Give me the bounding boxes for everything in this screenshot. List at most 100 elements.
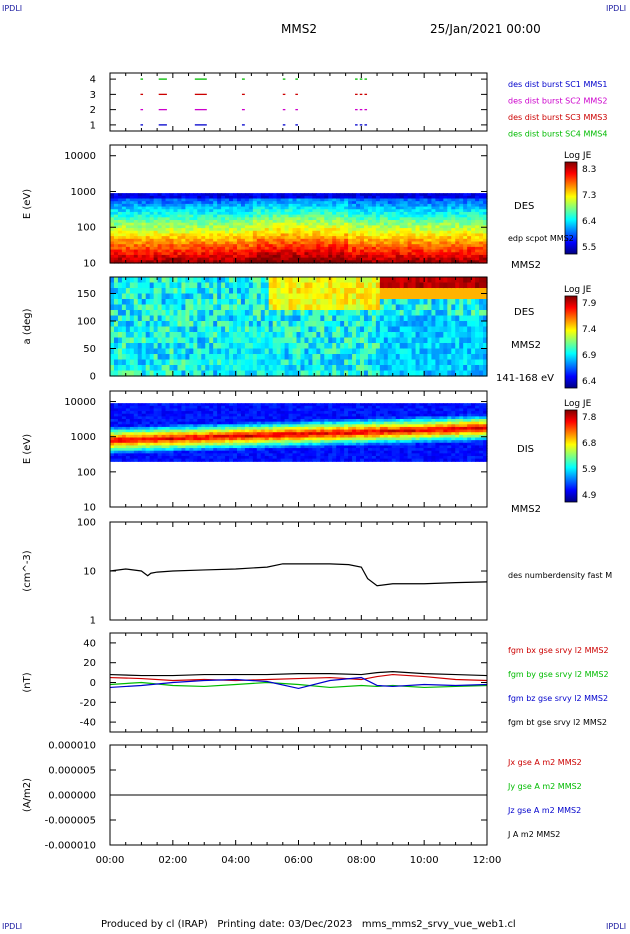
des-energy-cell bbox=[340, 222, 345, 226]
des-energy-cell bbox=[268, 201, 274, 205]
des-pitch-cell bbox=[165, 321, 171, 328]
des-energy-cell bbox=[181, 241, 186, 245]
des-energy-cell bbox=[443, 233, 448, 237]
des-energy-cell bbox=[113, 198, 119, 202]
des-energy-cell bbox=[276, 244, 282, 248]
des-pitch-cell bbox=[173, 359, 179, 366]
des-energy-cell bbox=[121, 214, 127, 218]
dis-energy-cell bbox=[137, 448, 143, 452]
des-energy-cell bbox=[145, 214, 151, 218]
des-pitch-cell bbox=[336, 282, 341, 289]
des-energy-cell bbox=[296, 214, 302, 218]
des-energy-cell bbox=[165, 201, 171, 205]
des-pitch-cell bbox=[252, 359, 258, 366]
des-energy-cell bbox=[217, 238, 222, 243]
des-pitch-cell bbox=[113, 370, 119, 377]
des-pitch-cell bbox=[284, 359, 290, 366]
des-pitch-cell bbox=[113, 315, 119, 322]
des-energy-cell bbox=[256, 236, 262, 240]
des-pitch-cell bbox=[288, 359, 294, 366]
des-pitch-cell bbox=[367, 326, 373, 333]
des-energy-cell bbox=[133, 236, 139, 240]
des-pitch-cell bbox=[153, 332, 159, 339]
des-energy-cell bbox=[403, 249, 409, 253]
des-pitch-cell bbox=[221, 326, 226, 333]
dis-energy-cell bbox=[221, 442, 226, 447]
des-energy-cell bbox=[312, 238, 317, 243]
des-energy-cell bbox=[352, 249, 357, 253]
des-energy-cell bbox=[117, 195, 123, 200]
des-pitch-cell bbox=[308, 321, 313, 328]
des-energy-cell bbox=[483, 195, 488, 200]
des-energy-cell bbox=[363, 203, 369, 208]
dis-energy-cell bbox=[117, 426, 123, 431]
dis-energy-cell bbox=[149, 453, 155, 457]
des-pitch-cell bbox=[356, 343, 361, 350]
des-pitch-cell bbox=[399, 282, 405, 289]
des-energy-cell bbox=[447, 230, 452, 235]
des-pitch-cell bbox=[141, 304, 147, 311]
des-energy-cell bbox=[367, 203, 373, 208]
des-pitch-cell bbox=[145, 365, 151, 372]
des-energy-cell bbox=[367, 198, 373, 202]
corner-label-top-right: IPDLI bbox=[606, 4, 627, 13]
des-energy-cell bbox=[360, 193, 365, 197]
des-pitch-cell bbox=[225, 365, 230, 372]
des-energy-cell bbox=[312, 225, 317, 229]
des-energy-cell bbox=[169, 230, 175, 235]
des-energy-cell bbox=[340, 206, 345, 210]
des-energy-cell bbox=[415, 241, 421, 245]
des-energy-cell bbox=[431, 203, 437, 208]
des-pitch-cell bbox=[165, 277, 171, 284]
des-energy-cell bbox=[244, 219, 250, 224]
des-energy-cell bbox=[260, 219, 266, 224]
des-pitch-cell bbox=[356, 359, 361, 366]
des-pitch-cell bbox=[411, 304, 417, 311]
des-pitch-cell bbox=[189, 348, 194, 355]
des-pitch-cell bbox=[395, 354, 401, 361]
des-pitch-cell bbox=[157, 293, 163, 300]
dis-energy-cell bbox=[137, 405, 143, 410]
des-energy-cell bbox=[443, 238, 448, 243]
dis-energy-cell bbox=[248, 448, 254, 452]
des-energy-cell bbox=[435, 209, 440, 213]
corner-label-bottom-right: IPDLI bbox=[606, 922, 627, 931]
des-energy-cell bbox=[336, 214, 341, 218]
des-energy-cell bbox=[312, 241, 317, 245]
dis-energy-cell bbox=[110, 445, 115, 449]
des-pitch-cell bbox=[225, 348, 230, 355]
des-pitch-cell bbox=[157, 282, 163, 289]
des-pitch-cell bbox=[197, 299, 202, 306]
des-energy-cell bbox=[137, 195, 143, 200]
des-pitch-cell bbox=[332, 332, 337, 339]
des-energy-cell bbox=[248, 198, 254, 202]
des-energy-cell bbox=[387, 257, 393, 261]
des-pitch-cell bbox=[300, 370, 306, 377]
des-energy-cell bbox=[316, 209, 321, 213]
des-energy-cell bbox=[399, 228, 405, 232]
des-energy-cell bbox=[209, 214, 214, 218]
des-energy-cell bbox=[479, 209, 484, 213]
des-pitch-cell bbox=[312, 321, 317, 328]
des-energy-cell bbox=[276, 233, 282, 237]
dis-energy-cell bbox=[209, 450, 214, 454]
dis-energy-cell bbox=[137, 426, 143, 431]
des-pitch-cell bbox=[149, 354, 155, 361]
des-pitch-cell bbox=[173, 321, 179, 328]
des-pitch-cell bbox=[197, 293, 202, 300]
des-energy-cell bbox=[161, 233, 167, 237]
dis-energy-cell bbox=[252, 453, 258, 457]
des-pitch-cell bbox=[300, 326, 306, 333]
des-pitch-cell bbox=[173, 304, 179, 311]
des-pitch-cell bbox=[193, 282, 198, 289]
des-energy-cell bbox=[435, 203, 440, 208]
dis-energy-cell bbox=[161, 445, 167, 449]
dis-energy-cell bbox=[209, 419, 214, 423]
des-energy-cell bbox=[129, 209, 135, 213]
des-energy-cell bbox=[411, 195, 417, 200]
des-energy-cell bbox=[177, 257, 183, 261]
des-energy-cell bbox=[360, 257, 365, 261]
des-energy-cell bbox=[312, 233, 317, 237]
des-pitch-cell bbox=[193, 321, 198, 328]
des-pitch-cell bbox=[145, 310, 151, 317]
